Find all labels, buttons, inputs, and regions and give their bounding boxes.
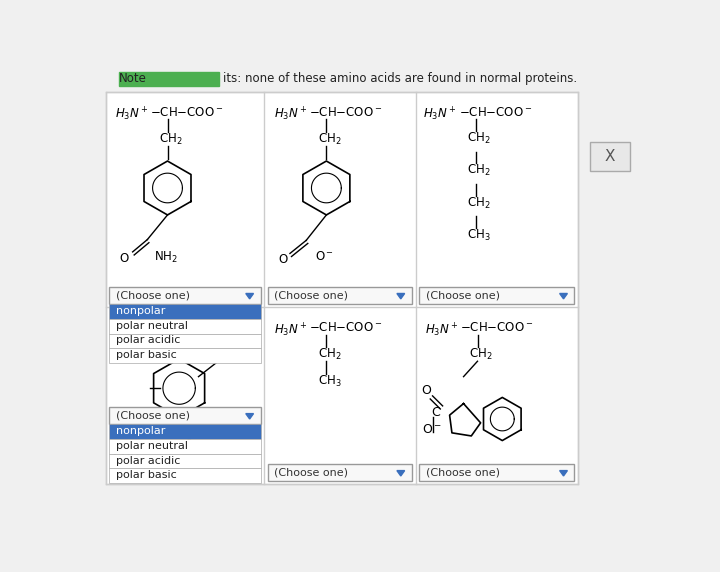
Text: (Choose one): (Choose one): [426, 291, 500, 301]
Text: $-$CH$-$COO$^-$: $-$CH$-$COO$^-$: [459, 106, 532, 118]
Text: Note: Note: [119, 72, 147, 85]
Bar: [109, 319, 261, 333]
Text: nonpolar: nonpolar: [116, 426, 165, 436]
Bar: [109, 468, 261, 483]
Polygon shape: [246, 293, 253, 299]
Text: CH$_2$: CH$_2$: [170, 429, 192, 443]
Text: polar acidic: polar acidic: [116, 455, 180, 466]
Bar: [269, 287, 412, 304]
Text: (Choose one): (Choose one): [426, 468, 500, 478]
Text: C: C: [431, 406, 440, 419]
Text: polar acidic: polar acidic: [116, 335, 180, 345]
Text: $-$CH$-$COO$^-$: $-$CH$-$COO$^-$: [461, 321, 534, 334]
Text: CH$_2$: CH$_2$: [469, 347, 492, 363]
Bar: [109, 407, 261, 424]
Bar: [109, 424, 261, 439]
Bar: [106, 92, 578, 484]
Bar: [109, 348, 261, 363]
Text: O: O: [279, 253, 287, 267]
Text: $H_3N^+$: $H_3N^+$: [114, 106, 148, 123]
Text: (Choose one): (Choose one): [116, 411, 189, 421]
Bar: [109, 333, 261, 348]
Text: $\mathbf{COO}^-$: $\mathbf{COO}^-$: [112, 450, 148, 462]
Polygon shape: [246, 414, 253, 419]
Text: $H_3N^+$: $H_3N^+$: [274, 106, 307, 123]
Text: its: none of these amino acids are found in normal proteins.: its: none of these amino acids are found…: [223, 72, 577, 85]
Bar: [419, 287, 575, 304]
Text: CH$_2$: CH$_2$: [467, 164, 490, 178]
Text: OH: OH: [222, 349, 241, 363]
Bar: [109, 439, 261, 454]
Text: $-$CH$-$COO$^-$: $-$CH$-$COO$^-$: [310, 321, 382, 334]
Bar: [119, 72, 220, 86]
Text: $-$CH$-$COO$^-$: $-$CH$-$COO$^-$: [150, 106, 224, 118]
Text: polar basic: polar basic: [116, 350, 176, 360]
Polygon shape: [559, 471, 567, 476]
Text: polar neutral: polar neutral: [116, 441, 188, 451]
Text: (Choose one): (Choose one): [274, 468, 348, 478]
Text: $H_3N^+$: $H_3N^+$: [274, 321, 307, 339]
Text: CH$_2$: CH$_2$: [159, 132, 183, 147]
Text: (Choose one): (Choose one): [274, 291, 348, 301]
Bar: [419, 464, 575, 482]
Text: O$^-$: O$^-$: [315, 249, 334, 263]
Polygon shape: [397, 471, 405, 476]
Text: O: O: [422, 384, 431, 398]
Polygon shape: [397, 293, 405, 299]
Text: CH$_3$: CH$_3$: [467, 228, 490, 243]
Text: CH$_2$: CH$_2$: [467, 196, 490, 211]
Text: $H_3N^+$: $H_3N^+$: [425, 321, 459, 339]
Text: nonpolar: nonpolar: [116, 306, 165, 316]
Bar: [109, 287, 261, 304]
Text: CH$_2$: CH$_2$: [467, 131, 490, 146]
Text: polar basic: polar basic: [116, 470, 176, 480]
Text: CH$_2$: CH$_2$: [318, 132, 341, 147]
Text: $H_3N^+$: $H_3N^+$: [423, 106, 457, 123]
Text: NH$_2$: NH$_2$: [153, 249, 177, 265]
Text: $-$CH$-$COO$^-$: $-$CH$-$COO$^-$: [310, 106, 382, 118]
Text: polar neutral: polar neutral: [116, 321, 188, 331]
Bar: [269, 464, 412, 482]
Text: HO: HO: [112, 349, 131, 363]
Text: O: O: [120, 252, 129, 265]
Text: CH$_2$: CH$_2$: [318, 347, 341, 363]
Bar: [109, 454, 261, 468]
Polygon shape: [559, 293, 567, 299]
Bar: [590, 142, 630, 171]
Text: (Choose one): (Choose one): [116, 291, 189, 301]
Text: O$^-$: O$^-$: [422, 423, 442, 436]
Text: X: X: [605, 149, 616, 164]
Bar: [109, 304, 261, 319]
Text: CH$_3$: CH$_3$: [318, 374, 341, 388]
